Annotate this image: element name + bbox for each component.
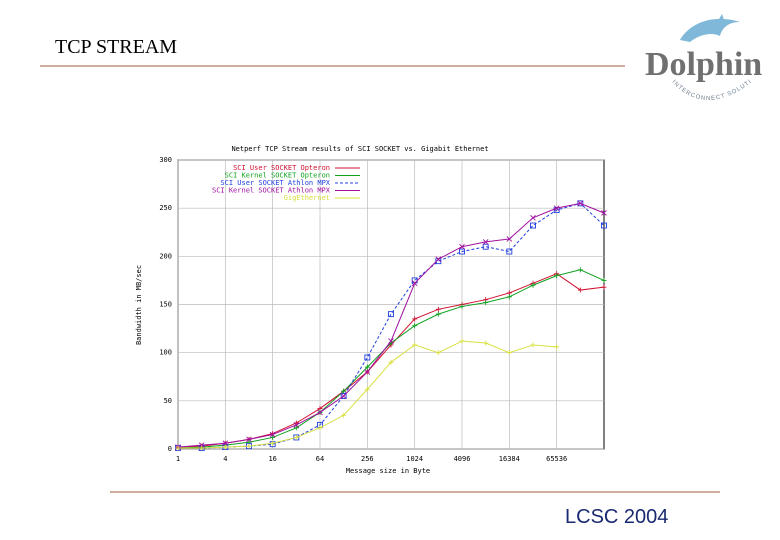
series bbox=[175, 200, 607, 451]
point bbox=[388, 338, 394, 344]
series-line bbox=[178, 202, 605, 449]
chart-title: Netperf TCP Stream results of SCI SOCKET… bbox=[231, 145, 488, 153]
x-tick-label: 65536 bbox=[546, 455, 567, 463]
point bbox=[340, 393, 347, 399]
point bbox=[506, 294, 512, 300]
point bbox=[530, 342, 536, 348]
point bbox=[293, 422, 300, 428]
legend-label: SCI Kernel SOCKET Opteron bbox=[225, 172, 330, 180]
x-tick-label: 256 bbox=[361, 455, 374, 463]
y-tick-label: 100 bbox=[159, 349, 172, 357]
point bbox=[506, 236, 513, 242]
x-tick-label: 1 bbox=[176, 455, 180, 463]
x-tick-label: 4096 bbox=[454, 455, 471, 463]
point bbox=[435, 256, 442, 263]
x-tick-label: 4 bbox=[223, 455, 227, 463]
legend-label: SCI User SOCKET Athlon MPX bbox=[220, 179, 330, 187]
x-tick-label: 1024 bbox=[406, 455, 423, 463]
point bbox=[459, 303, 465, 309]
logo-dolphin bbox=[680, 18, 740, 42]
point bbox=[506, 350, 512, 356]
legend-label: GigEthernet bbox=[284, 194, 330, 202]
logo-text: Dolphin bbox=[645, 46, 762, 83]
y-tick-label: 150 bbox=[159, 301, 172, 309]
point bbox=[388, 311, 394, 318]
x-tick-label: 16384 bbox=[499, 455, 520, 463]
point bbox=[364, 354, 371, 361]
point bbox=[246, 443, 252, 449]
point bbox=[412, 316, 418, 322]
point bbox=[530, 214, 536, 221]
point bbox=[601, 277, 607, 283]
footer-text: LCSC 2004 bbox=[565, 506, 668, 528]
slide-title: TCP STREAM bbox=[55, 36, 177, 58]
point bbox=[506, 248, 513, 255]
y-axis-label: Bandwidth in MB/sec bbox=[135, 265, 143, 345]
legend-label: SCI User SOCKET Opteron bbox=[233, 164, 330, 172]
point bbox=[222, 444, 228, 450]
point bbox=[482, 239, 489, 245]
point bbox=[293, 434, 299, 440]
series bbox=[175, 200, 607, 450]
point bbox=[222, 440, 229, 447]
series bbox=[175, 267, 607, 451]
point bbox=[483, 340, 489, 346]
y-tick-label: 300 bbox=[159, 156, 172, 164]
point bbox=[199, 445, 205, 451]
point bbox=[270, 440, 276, 446]
point bbox=[530, 282, 536, 288]
series-line bbox=[177, 202, 605, 448]
point bbox=[364, 386, 370, 392]
point bbox=[530, 222, 536, 229]
point bbox=[601, 222, 607, 229]
point bbox=[554, 344, 560, 350]
point bbox=[459, 243, 465, 250]
point bbox=[411, 280, 418, 287]
point bbox=[246, 436, 252, 443]
point bbox=[435, 306, 441, 312]
point bbox=[577, 287, 583, 293]
point bbox=[459, 338, 465, 344]
x-tick-label: 16 bbox=[268, 455, 276, 463]
x-axis-label: Message size in Byte bbox=[346, 467, 430, 475]
point bbox=[577, 200, 584, 207]
y-tick-label: 50 bbox=[164, 397, 172, 405]
point bbox=[435, 350, 441, 356]
point bbox=[270, 434, 276, 440]
point bbox=[317, 425, 323, 431]
point bbox=[293, 425, 299, 431]
x-tick-label: 64 bbox=[316, 455, 324, 463]
point bbox=[364, 369, 371, 375]
logo-fin bbox=[715, 14, 726, 26]
point bbox=[554, 273, 560, 279]
y-tick-label: 0 bbox=[168, 445, 172, 453]
point bbox=[317, 409, 323, 416]
point bbox=[341, 412, 347, 418]
point bbox=[412, 342, 418, 348]
point bbox=[435, 311, 441, 317]
point bbox=[601, 210, 607, 216]
series-line bbox=[177, 269, 605, 449]
point bbox=[175, 445, 181, 451]
point bbox=[483, 300, 489, 306]
point bbox=[198, 442, 205, 448]
legend-label: SCI Kernel SOCKET Athlon MPX bbox=[212, 187, 331, 195]
point bbox=[269, 431, 276, 438]
point bbox=[482, 243, 489, 250]
point bbox=[340, 393, 347, 399]
point bbox=[601, 284, 607, 290]
point bbox=[412, 323, 418, 329]
point bbox=[341, 388, 347, 394]
y-tick-label: 200 bbox=[159, 252, 172, 260]
point bbox=[577, 267, 583, 273]
point bbox=[388, 359, 394, 365]
y-tick-label: 250 bbox=[159, 204, 172, 212]
point bbox=[364, 364, 370, 370]
series bbox=[175, 338, 560, 451]
point bbox=[459, 248, 465, 255]
point bbox=[553, 205, 560, 211]
